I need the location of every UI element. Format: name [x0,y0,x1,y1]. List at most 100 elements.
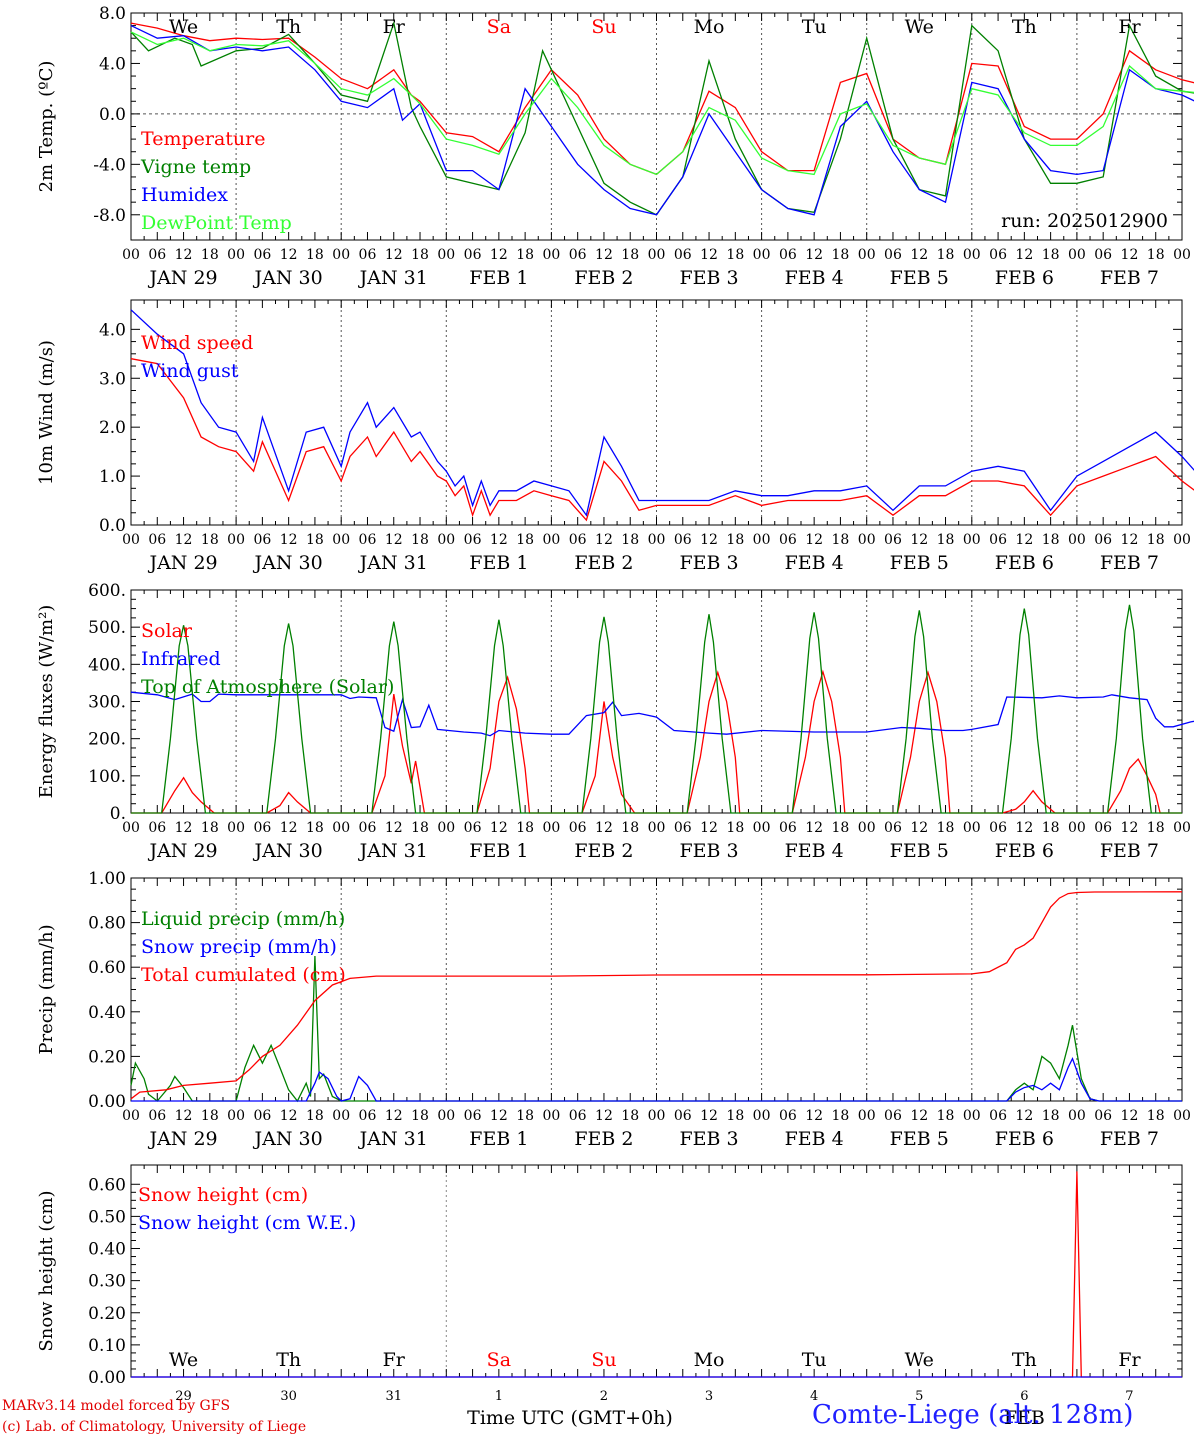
hour-tick-label: 06 [359,1108,377,1124]
hour-tick-label: 18 [411,532,429,548]
date-label: FEB 3 [679,267,738,289]
date-label: JAN 30 [253,1128,323,1150]
weekday-label: Tu [802,1349,827,1371]
date-label: FEB 2 [574,1128,633,1150]
hour-tick-label: 12 [805,532,823,548]
hour-tick-label: 06 [253,1108,271,1124]
hour-tick-label: 18 [832,1108,850,1124]
hour-tick-label: 00 [753,247,771,263]
hour-tick-label: 00 [753,820,771,836]
hour-tick-label: 00 [648,820,666,836]
hour-tick-label: 18 [306,1108,324,1124]
hour-tick-label: 00 [1173,532,1191,548]
hour-tick-label: 00 [542,247,560,263]
hour-tick-label: 12 [280,1108,298,1124]
hour-tick-label: 06 [779,247,797,263]
date-label: FEB 5 [890,552,949,574]
hour-tick-label: 06 [674,532,692,548]
hour-tick-label: 00 [963,1108,981,1124]
legend-label: Snow height (cm) [138,1184,308,1206]
date-label: JAN 30 [253,267,323,289]
hour-tick-label: 12 [490,247,508,263]
hour-tick-label: 00 [648,247,666,263]
date-label: FEB 1 [469,1128,528,1150]
hour-tick-label: 12 [805,820,823,836]
hour-tick-label: 06 [253,532,271,548]
hour-tick-label: 18 [832,532,850,548]
hour-tick-label: 06 [148,1108,166,1124]
hour-tick-label: 00 [963,820,981,836]
hour-tick-label: 12 [175,1108,193,1124]
weekday-label: We [905,1349,934,1371]
hour-tick-label: 12 [1121,247,1139,263]
run-label: run: 2025012900 [1001,210,1168,232]
day-number-label: 31 [385,1389,402,1404]
hour-tick-label: 00 [332,247,350,263]
hour-tick-label: 06 [989,247,1007,263]
date-label: JAN 31 [358,840,428,862]
legend-label: Humidex [141,184,228,206]
hour-tick-label: 06 [464,247,482,263]
weekday-label: Sa [487,16,511,38]
hour-tick-label: 12 [1015,1108,1033,1124]
hour-tick-label: 12 [700,820,718,836]
hour-tick-label: 12 [910,532,928,548]
hour-tick-label: 06 [884,820,902,836]
legend-label: Temperature [141,128,265,150]
day-number-label: 3 [705,1389,713,1404]
hour-tick-label: 12 [805,1108,823,1124]
date-label: FEB 2 [574,267,633,289]
hour-tick-label: 00 [542,1108,560,1124]
hour-tick-label: 18 [726,532,744,548]
hour-tick-label: 06 [464,1108,482,1124]
hour-tick-label: 18 [937,820,955,836]
y-tick-label: 0.20 [88,1304,126,1324]
model-credit: MARv3.14 model forced by GFS [2,1398,231,1414]
hour-tick-label: 12 [385,247,403,263]
hour-tick-label: 18 [516,532,534,548]
hour-tick-label: 06 [989,532,1007,548]
hour-tick-label: 12 [280,532,298,548]
legend-label: Top of Atmosphere (Solar) [141,676,394,698]
hour-tick-label: 06 [1094,1108,1112,1124]
y-tick-label: 300. [88,693,126,713]
station-name: Comte-Liege (alt. 128m) [812,1400,1134,1430]
hour-tick-label: 18 [1147,1108,1165,1124]
y-axis-label: Precip (mm/h) [36,924,57,1054]
hour-tick-label: 18 [832,820,850,836]
hour-tick-label: 18 [411,1108,429,1124]
hour-tick-label: 00 [332,820,350,836]
weekday-label: We [169,1349,198,1371]
hour-tick-label: 12 [700,532,718,548]
hour-tick-label: 06 [1094,532,1112,548]
y-tick-label: 200. [88,730,126,750]
y-axis-label: 10m Wind (m/s) [36,340,57,485]
hour-tick-label: 00 [122,820,140,836]
hour-tick-label: 18 [201,532,219,548]
y-tick-label: 8.0 [99,4,126,24]
hour-tick-label: 06 [148,820,166,836]
weekday-label: Su [591,1349,616,1371]
hour-tick-label: 12 [385,820,403,836]
legend-label: Vigne temp [140,156,251,178]
date-label: FEB 1 [469,840,528,862]
day-number-label: 1 [495,1389,503,1404]
hour-tick-label: 18 [1147,532,1165,548]
hour-tick-label: 00 [542,532,560,548]
hour-tick-label: 00 [227,1108,245,1124]
date-label: FEB 7 [1100,267,1159,289]
date-label: JAN 29 [147,267,217,289]
series-line-1 [130,955,1182,1103]
hour-tick-label: 06 [884,532,902,548]
date-label: JAN 30 [253,552,323,574]
hour-tick-label: 00 [1068,1108,1086,1124]
weekday-label: Th [1012,16,1037,38]
hour-tick-label: 12 [910,1108,928,1124]
hour-tick-label: 12 [595,532,613,548]
hour-tick-label: 06 [359,532,377,548]
hour-tick-label: 00 [858,820,876,836]
weekday-label: Th [276,1349,301,1371]
date-label: FEB 6 [995,267,1054,289]
weekday-label: Th [1012,1349,1037,1371]
legend-label: Snow precip (mm/h) [141,936,337,958]
